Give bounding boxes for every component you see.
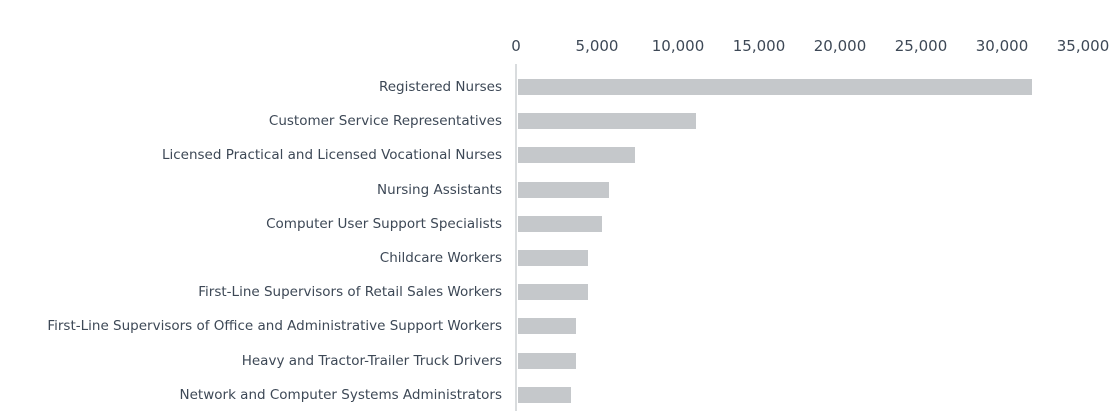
category-label: First-Line Supervisors of Retail Sales W… — [198, 284, 502, 301]
bar-row: Nursing Assistants — [0, 173, 1120, 207]
category-label: Computer User Support Specialists — [266, 215, 502, 232]
x-axis-tick-label: 10,000 — [651, 37, 705, 55]
bar — [518, 386, 572, 403]
bar — [518, 113, 697, 130]
bar-row: First-Line Supervisors of Office and Adm… — [0, 309, 1120, 343]
bar-track — [518, 318, 1120, 335]
bar-row: Childcare Workers — [0, 241, 1120, 275]
category-label: Heavy and Tractor-Trailer Truck Drivers — [241, 352, 502, 369]
bar — [518, 318, 577, 335]
bar-track — [518, 250, 1120, 267]
x-axis-tick-label: 20,000 — [813, 37, 867, 55]
category-label: Customer Service Representatives — [268, 113, 502, 130]
category-label: Childcare Workers — [379, 250, 502, 267]
bar-track — [518, 113, 1120, 130]
bar-row: Network and Computer Systems Administrat… — [0, 378, 1120, 412]
x-axis-tick-label: 35,000 — [1056, 37, 1110, 55]
bar-track — [518, 284, 1120, 301]
x-axis-tick-label: 30,000 — [975, 37, 1029, 55]
bar — [518, 215, 603, 232]
category-label: Nursing Assistants — [377, 181, 502, 198]
bar — [518, 147, 635, 164]
category-label: First-Line Supervisors of Office and Adm… — [47, 318, 502, 335]
bar — [518, 181, 609, 198]
category-label: Network and Computer Systems Administrat… — [179, 386, 502, 403]
bar-rows: Registered Nurses Customer Service Repres… — [0, 70, 1120, 412]
bar-track — [518, 79, 1120, 96]
bar-row: Registered Nurses — [0, 70, 1120, 104]
x-axis-tick-label: 15,000 — [732, 37, 786, 55]
bar — [518, 79, 1032, 96]
bar — [518, 250, 588, 267]
bar-track — [518, 352, 1120, 369]
bar-row: Computer User Support Specialists — [0, 207, 1120, 241]
bar-track — [518, 147, 1120, 164]
bar — [518, 284, 588, 301]
bar — [518, 352, 576, 369]
bar-track — [518, 386, 1120, 403]
x-axis-tick-label: 5,000 — [575, 37, 619, 55]
x-axis-tick-label: 25,000 — [894, 37, 948, 55]
bar-row: Customer Service Representatives — [0, 104, 1120, 138]
y-axis-line — [515, 64, 517, 411]
category-label: Registered Nurses — [378, 79, 502, 96]
bar-row: Licensed Practical and Licensed Vocation… — [0, 138, 1120, 172]
x-axis-tick-label: 0 — [511, 37, 521, 55]
category-label: Licensed Practical and Licensed Vocation… — [161, 147, 502, 164]
bar-row: First-Line Supervisors of Retail Sales W… — [0, 275, 1120, 309]
bar-track — [518, 181, 1120, 198]
bar-track — [518, 215, 1120, 232]
bar-row: Heavy and Tractor-Trailer Truck Drivers — [0, 344, 1120, 378]
